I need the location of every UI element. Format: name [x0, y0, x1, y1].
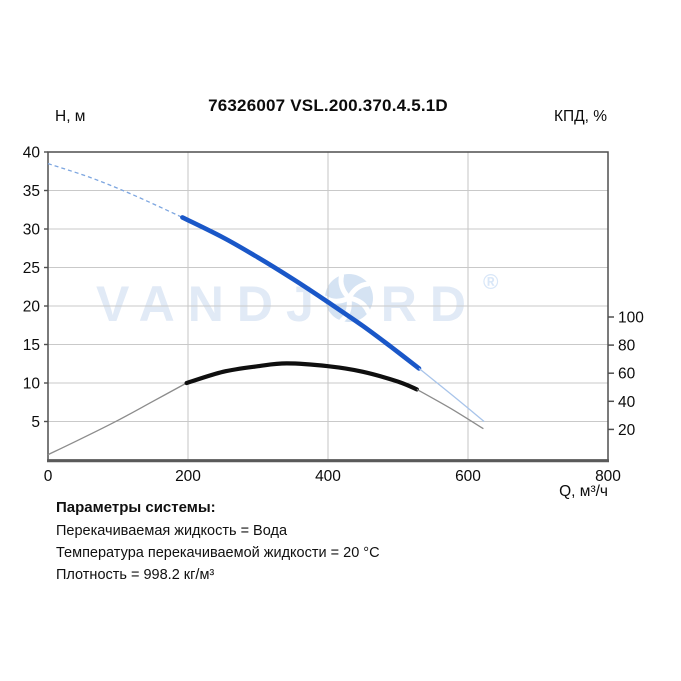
efficiency-curve-thin	[47, 382, 187, 456]
eff-axis-tick-label: 20	[618, 422, 636, 439]
h-axis-tick-label: 15	[23, 337, 40, 354]
eff-axis-tick-label: 80	[618, 338, 636, 355]
parameter-temperature: Температура перекачиваемой жидкости = 20…	[56, 545, 380, 561]
h-axis-tick-label: 5	[31, 414, 40, 431]
q-axis-tick-label: 400	[315, 468, 341, 485]
eff-axis-tick-label: 100	[618, 310, 644, 327]
watermark-text-right: RD	[380, 276, 479, 332]
eff-axis-tick-label: 40	[618, 394, 636, 411]
h-axis-tick-label: 20	[23, 299, 41, 316]
parameter-density: Плотность = 998.2 кг/м³	[56, 567, 215, 583]
efficiency-curve-thick	[184, 361, 419, 392]
head-curve-thin	[418, 367, 485, 423]
q-axis-tick-label: 800	[595, 468, 621, 485]
q-axis-tick-label: 600	[455, 468, 481, 485]
h-axis-tick-label: 25	[23, 260, 40, 277]
x-axis-title: Q, м³/ч	[559, 483, 608, 500]
right-axis-title: КПД, %	[553, 108, 607, 125]
parameter-fluid: Перекачиваемая жидкость = Вода	[56, 523, 288, 539]
watermark: VANDJ RD ®	[96, 271, 498, 332]
head-curve-thick	[180, 215, 422, 371]
chart-title: 76326007 VSL.200.370.4.5.1D	[208, 96, 448, 115]
eff-axis-tick-label: 60	[618, 366, 636, 383]
watermark-text-left: VANDJ	[96, 276, 327, 332]
head-curve-dashed-thin	[47, 162, 183, 218]
left-axis-title: Н, м	[55, 108, 86, 125]
h-axis-tick-label: 40	[23, 145, 41, 162]
parameters-heading: Параметры системы:	[56, 499, 216, 516]
h-axis-tick-label: 30	[23, 222, 41, 239]
h-axis-tick-label: 35	[23, 183, 40, 200]
h-axis-tick-label: 10	[23, 376, 41, 393]
q-axis-tick-label: 200	[175, 468, 201, 485]
q-axis-tick-label: 0	[44, 468, 53, 485]
efficiency-curve-thin	[416, 388, 484, 430]
registered-trademark-icon: ®	[483, 271, 499, 294]
system-parameters-block: Параметры системы: Перекачиваемая жидкос…	[56, 499, 380, 586]
